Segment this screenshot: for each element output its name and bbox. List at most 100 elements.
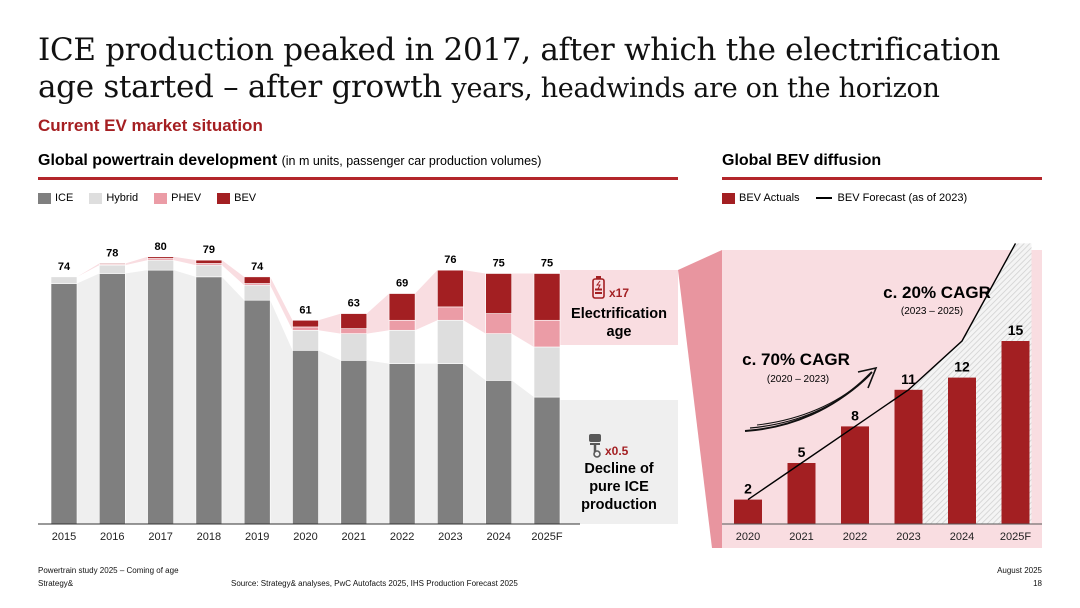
left-section-rule <box>38 177 678 180</box>
bev-x-tick-2025f: 2025F <box>1000 531 1031 543</box>
legend-label-bev: BEV <box>234 192 257 204</box>
left-section-heading: Global powertrain development (in m unit… <box>38 152 541 170</box>
electrification-multiplier: x17 <box>609 286 629 300</box>
x-tick-2017: 2017 <box>148 531 172 543</box>
bev-x-tick-2021: 2021 <box>789 531 813 543</box>
footer-brand: Strategy& <box>38 579 74 588</box>
bev-value-label-2024: 12 <box>954 359 970 375</box>
legend-swatch-hybrid <box>89 192 103 204</box>
title-line-2a: age started – after growth <box>38 69 452 105</box>
x-tick-2016: 2016 <box>100 531 124 543</box>
bar-segment-ice-2016 <box>99 273 126 525</box>
bar-segment-phev-2022 <box>388 319 416 331</box>
bar-segment-hybrid-2024 <box>485 333 513 381</box>
bar-segment-bev-2024 <box>485 273 513 314</box>
bar-segment-bev-2020 <box>292 319 319 328</box>
bar-segment-ice-2019 <box>243 299 271 525</box>
left-heading-note: (in m units, passenger car production vo… <box>281 154 542 168</box>
x-tick-2022: 2022 <box>390 531 414 543</box>
bar-segment-ice-2023 <box>437 363 464 525</box>
electrification-label-2: age <box>607 324 632 340</box>
legend-label-bev-actuals: BEV Actuals <box>739 192 800 204</box>
bar-segment-bev-2019 <box>243 276 271 284</box>
bar-segment-hybrid-2018 <box>195 264 223 278</box>
x-tick-2024: 2024 <box>486 531 510 543</box>
subtitle: Current EV market situation <box>38 116 263 135</box>
legend-swatch-phev <box>154 192 168 204</box>
bev-x-tick-2020: 2020 <box>736 531 760 543</box>
legend-item-phev: PHEV <box>154 192 201 204</box>
bar-segment-bev-2025f <box>533 273 561 321</box>
total-label-2019: 74 <box>251 261 264 273</box>
ice-decline-label-1: Decline of <box>584 461 653 477</box>
bev-x-tick-2023: 2023 <box>896 531 920 543</box>
bev-actual-bar-2021 <box>787 463 816 524</box>
bev-value-label-2021: 5 <box>798 444 806 460</box>
growth-arrow-icon <box>744 366 878 432</box>
piston-icon <box>589 434 601 458</box>
bar-segment-ice-2022 <box>388 363 416 525</box>
bar-segment-hybrid-2025f <box>533 346 561 398</box>
legend-item-bev: BEV <box>217 192 256 204</box>
title-line-2b: years, headwinds are on the horizon <box>451 73 940 104</box>
total-label-2018: 79 <box>203 244 215 256</box>
total-label-2015: 74 <box>58 261 71 273</box>
legend-label-bev-forecast: BEV Forecast (as of 2023) <box>837 192 968 204</box>
bar-segment-ice-2017 <box>147 269 174 525</box>
ice-decline-label-3: production <box>581 497 657 513</box>
footer-page: 18 <box>1033 579 1042 588</box>
total-label-2023: 76 <box>444 254 456 266</box>
footer-source: Source: Strategy& analyses, PwC Autofact… <box>231 579 518 588</box>
bar-segment-bev-2022 <box>388 293 416 321</box>
legend-swatch-bev-actuals <box>722 192 735 204</box>
legend-line-bev-forecast <box>815 197 832 199</box>
electrification-flow-band <box>51 256 560 347</box>
bar-segment-bev-2018 <box>195 259 223 264</box>
bar-segment-hybrid-2019 <box>243 284 271 301</box>
bev-actual-bar-2022 <box>841 426 869 524</box>
bar-segment-ice-2018 <box>195 276 223 525</box>
x-tick-2023: 2023 <box>438 531 462 543</box>
bar-segment-phev-2020 <box>292 326 319 331</box>
bev-value-label-2023: 11 <box>901 371 916 387</box>
bar-segment-phev-2024 <box>485 313 513 334</box>
x-tick-2020: 2020 <box>293 531 317 543</box>
ice-decline-multiplier: x0.5 <box>605 444 629 458</box>
total-label-2024: 75 <box>493 258 505 270</box>
zoom-wedge <box>678 250 722 548</box>
bev-value-label-2025f: 15 <box>1008 322 1024 338</box>
right-legend: BEV Actuals BEV Forecast (as of 2023) <box>722 192 977 204</box>
x-tick-2019: 2019 <box>245 531 269 543</box>
total-label-2022: 69 <box>396 278 408 290</box>
left-heading-text: Global powertrain development <box>38 152 278 169</box>
bar-segment-phev-2023 <box>437 306 464 321</box>
page-title: ICE production peaked in 2017, after whi… <box>38 32 1058 107</box>
bev-value-label-2022: 8 <box>851 407 859 423</box>
legend-item-bev-actuals: BEV Actuals <box>722 192 800 204</box>
bar-segment-hybrid-2022 <box>388 329 416 364</box>
total-label-2017: 80 <box>154 241 166 253</box>
bar-segment-hybrid-2023 <box>437 319 464 364</box>
x-tick-2021: 2021 <box>342 531 366 543</box>
x-tick-2025f: 2025F <box>531 531 562 543</box>
legend-item-ice: ICE <box>38 192 73 204</box>
legend-label-phev: PHEV <box>171 192 202 204</box>
bar-segment-bev-2016 <box>99 263 126 265</box>
ice-decline-callout: x0.5 Decline of pure ICE production <box>581 434 657 513</box>
electrification-label-1: Electrification <box>571 306 667 322</box>
bar-segment-ice-2024 <box>485 380 513 525</box>
bar-segment-bev-2017 <box>147 256 174 259</box>
bar-segment-ice-2025f <box>533 396 561 525</box>
cagr-70-annotation: c. 70% CAGR (2020 – 2023) <box>742 350 878 432</box>
bar-segment-hybrid-2021 <box>340 333 368 361</box>
bar-segment-bev-2023 <box>437 269 464 308</box>
total-label-2025f: 75 <box>541 258 553 270</box>
right-section-heading: Global BEV diffusion <box>722 152 882 169</box>
bev-value-label-2020: 2 <box>744 481 752 497</box>
legend-label-hybrid: Hybrid <box>106 192 139 204</box>
bar-segment-hybrid-2015 <box>50 276 78 284</box>
legend-item-bev-forecast: BEV Forecast (as of 2023) <box>815 192 968 204</box>
bev-actual-bar-2020 <box>734 499 762 524</box>
bar-segment-hybrid-2017 <box>147 259 174 271</box>
